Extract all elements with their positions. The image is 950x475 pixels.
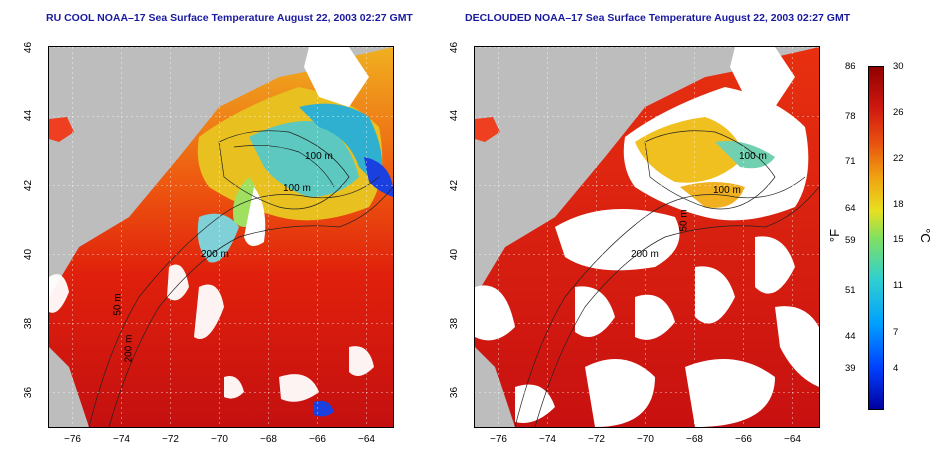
c-tick: 4 <box>893 363 899 374</box>
f-tick: 44 <box>845 331 856 342</box>
c-tick: 26 <box>893 107 904 118</box>
contour-label-100m-a: 100 m <box>305 151 333 162</box>
f-tick: 86 <box>845 61 856 72</box>
f-tick: 64 <box>845 203 856 214</box>
y-tick: 38 <box>23 317 35 330</box>
y-tick: 36 <box>449 386 461 399</box>
f-tick: 51 <box>845 285 856 296</box>
c-tick: 30 <box>893 61 904 72</box>
fahrenheit-unit-label: °F <box>827 228 843 243</box>
f-tick: 59 <box>845 235 856 246</box>
y-tick: 44 <box>23 109 35 122</box>
y-tick: 38 <box>449 317 461 330</box>
x-tick: −76 <box>64 434 81 445</box>
c-tick: 15 <box>893 234 904 245</box>
temperature-colorbar <box>868 66 884 410</box>
right-panel-title: DECLOUDED NOAA–17 Sea Surface Temperatur… <box>465 12 851 24</box>
x-tick: −74 <box>539 434 556 445</box>
left-sst-map[interactable]: 100 m 100 m 200 m 50 m 200 m <box>48 46 394 428</box>
x-tick: −72 <box>588 434 605 445</box>
c-tick: 18 <box>893 199 904 210</box>
contour-label-200m-b: 200 m <box>123 334 135 363</box>
celsius-unit-label: °C <box>917 228 933 243</box>
right-contour-label-100m-a: 100 m <box>739 151 767 162</box>
y-tick: 40 <box>23 248 35 261</box>
contour-label-50m: 50 m <box>112 293 124 316</box>
right-sst-map[interactable]: 100 m 100 m 50 m 200 m <box>474 46 820 428</box>
c-tick: 22 <box>893 153 904 164</box>
y-tick: 42 <box>449 179 461 192</box>
f-tick: 78 <box>845 111 856 122</box>
y-tick: 42 <box>23 179 35 192</box>
c-tick: 11 <box>893 280 903 291</box>
y-tick: 36 <box>23 386 35 399</box>
x-tick: −66 <box>309 434 326 445</box>
y-tick: 46 <box>23 41 35 54</box>
contour-label-100m-b: 100 m <box>283 183 311 194</box>
f-tick: 71 <box>845 156 856 167</box>
y-tick: 44 <box>449 109 461 122</box>
f-tick: 39 <box>845 363 856 374</box>
x-tick: −68 <box>686 434 703 445</box>
c-tick: 7 <box>893 327 899 338</box>
y-tick: 40 <box>449 248 461 261</box>
y-tick: 46 <box>449 41 461 54</box>
x-tick: −74 <box>113 434 130 445</box>
right-contour-label-200m: 200 m <box>631 249 659 260</box>
x-tick: −66 <box>735 434 752 445</box>
x-tick: −68 <box>260 434 277 445</box>
right-contour-label-50m: 50 m <box>678 209 690 232</box>
x-tick: −70 <box>211 434 228 445</box>
x-tick: −72 <box>162 434 179 445</box>
x-tick: −76 <box>490 434 507 445</box>
left-panel-title: RU COOL NOAA–17 Sea Surface Temperature … <box>46 12 413 24</box>
contour-label-200m: 200 m <box>201 249 229 260</box>
x-tick: −64 <box>784 434 801 445</box>
right-contour-label-100m-b: 100 m <box>713 185 741 196</box>
x-tick: −70 <box>637 434 654 445</box>
x-tick: −64 <box>358 434 375 445</box>
